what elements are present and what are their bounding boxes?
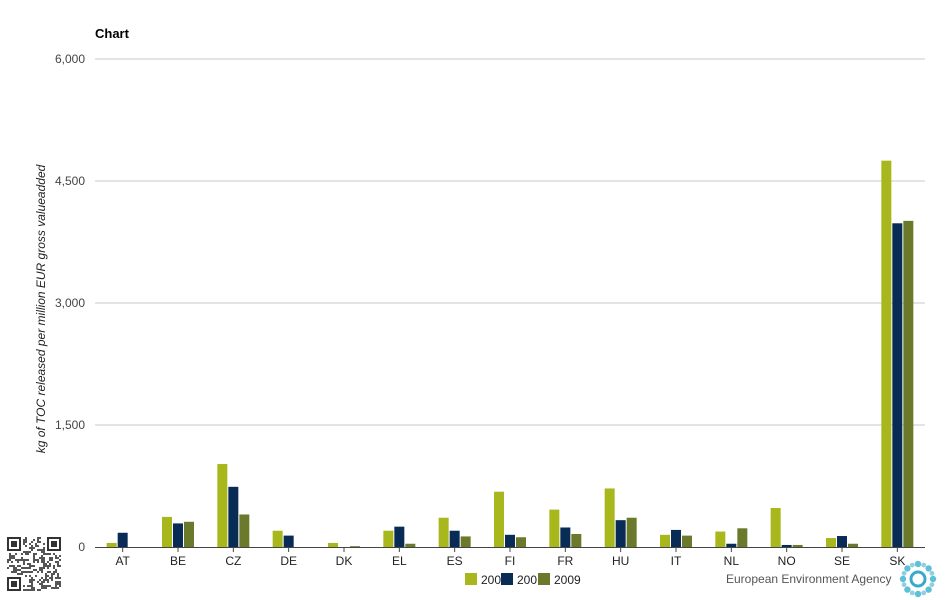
x-tick-label: CZ	[225, 554, 241, 568]
bar-de-series-2	[283, 535, 294, 547]
bar-cz-series-1	[217, 464, 228, 547]
bar-cz-series-2	[228, 486, 239, 547]
bar-fi-series-1	[494, 491, 504, 547]
bar-es-series-2	[449, 530, 460, 547]
qr-code-icon	[7, 537, 61, 591]
x-tick-label: ES	[447, 554, 463, 568]
x-tick-label: FI	[505, 554, 516, 568]
bar-fr-series-3	[571, 533, 582, 547]
legend-label-1: 200	[481, 573, 501, 587]
legend-swatch-2	[501, 573, 513, 585]
agency-name: European Environment Agency	[726, 572, 892, 586]
bar-nl-series-3	[737, 528, 748, 547]
bar-fi-series-3	[516, 537, 526, 547]
x-tick-label: HU	[612, 554, 629, 568]
bar-fr-series-1	[549, 509, 560, 547]
chart-title: Chart	[95, 26, 129, 41]
bar-at-series-1	[106, 542, 117, 547]
bar-el-series-3	[405, 543, 416, 547]
legend-swatch-3	[538, 573, 550, 585]
bar-se-series-2	[837, 536, 847, 547]
legend-label-3: 2009	[554, 573, 581, 587]
bar-at-series-2	[117, 532, 128, 547]
y-axis-label: kg of TOC released per million EUR gross…	[34, 164, 48, 453]
bar-be-series-3	[184, 521, 194, 547]
x-tick-label: NO	[778, 554, 796, 568]
y-tick-label: 6,000	[55, 52, 85, 66]
bar-no-series-2	[781, 544, 792, 547]
bar-it-series-3	[682, 535, 692, 547]
legend-swatch-1	[465, 573, 477, 585]
x-tick-label: EL	[392, 554, 407, 568]
y-tick-label: 4,500	[55, 174, 85, 188]
legend-label-2: 200	[517, 573, 537, 587]
x-tick-label: NL	[724, 554, 740, 568]
x-tick-label: IT	[671, 554, 682, 568]
bar-nl-series-1	[715, 531, 726, 547]
x-tick-label: AT	[115, 554, 130, 568]
bar-hu-series-2	[615, 520, 626, 547]
bar-sk-series-3	[903, 220, 914, 547]
x-tick-label: FR	[557, 554, 573, 568]
bar-es-series-3	[460, 536, 471, 547]
y-tick-label: 3,000	[55, 296, 85, 310]
bar-be-series-2	[173, 523, 183, 547]
bar-cz-series-3	[239, 514, 250, 547]
bar-no-series-3	[792, 544, 803, 547]
bar-hu-series-1	[604, 488, 615, 547]
x-tick-label: SK	[889, 554, 905, 568]
bar-el-series-2	[394, 526, 405, 547]
bar-hu-series-3	[626, 517, 637, 547]
bar-se-series-3	[848, 543, 858, 547]
bar-it-series-1	[660, 534, 670, 547]
bar-el-series-1	[383, 530, 394, 547]
y-tick-label: 1,500	[55, 418, 85, 432]
bar-sk-series-2	[892, 223, 903, 547]
x-tick-label: DE	[280, 554, 297, 568]
bar-be-series-1	[162, 516, 172, 547]
bar-nl-series-2	[726, 543, 737, 547]
y-tick-label: 0	[78, 540, 85, 554]
bar-fr-series-2	[560, 527, 571, 547]
bar-dk-series-1	[328, 542, 338, 547]
bar-dk-series-3	[350, 546, 360, 547]
x-tick-label: DK	[336, 554, 353, 568]
bar-no-series-1	[770, 507, 781, 547]
bar-fi-series-2	[505, 534, 515, 547]
bar-se-series-1	[826, 538, 836, 547]
x-tick-label: BE	[170, 554, 186, 568]
bar-es-series-1	[438, 517, 449, 547]
bar-sk-series-1	[881, 160, 892, 547]
x-tick-label: SE	[834, 554, 850, 568]
bar-de-series-1	[272, 530, 283, 547]
eea-logo-icon	[899, 560, 937, 598]
bar-it-series-2	[671, 529, 681, 547]
